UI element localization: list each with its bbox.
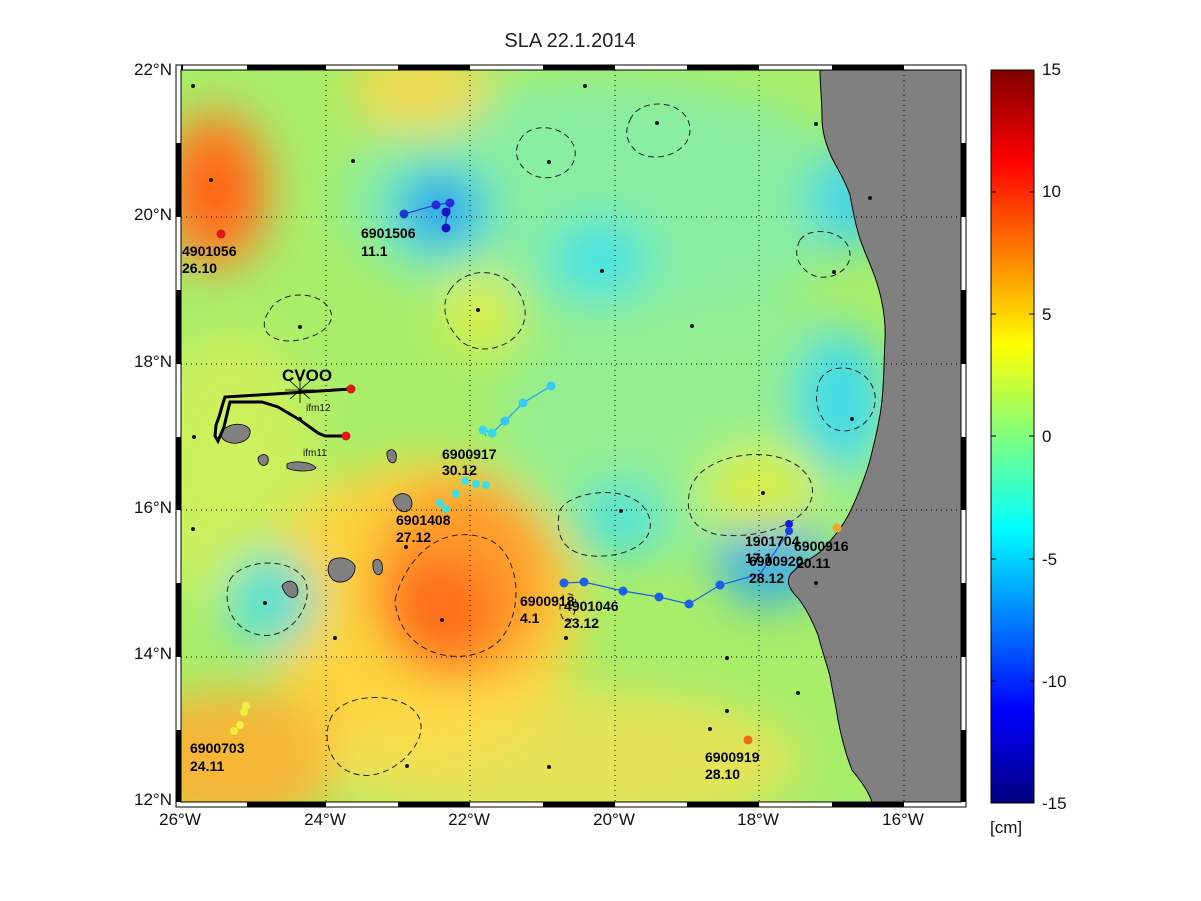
lat-label-22n: 22°N — [134, 60, 172, 79]
colorbar-tick-15: 15 — [1042, 60, 1061, 79]
float-id: 6900703 — [190, 740, 245, 756]
lon-label-16w: 16°W — [882, 810, 924, 829]
lon-label-18w: 18°W — [737, 810, 779, 829]
lat-label-12n: 12°N — [134, 790, 172, 809]
float-id: 1901704 — [745, 533, 800, 549]
mooring-label-ifm12: ifm12 — [306, 403, 331, 414]
lat-label-16n: 16°N — [134, 498, 172, 517]
float-id: 6900920 — [749, 553, 804, 569]
float-date: 28.10 — [705, 766, 740, 782]
lat-label-14n: 14°N — [134, 644, 172, 663]
lat-label-18n: 18°N — [134, 352, 172, 371]
float-date: 24.11 — [190, 758, 224, 774]
float-date: 17.1 — [745, 550, 772, 566]
float-tracks — [216, 198, 842, 745]
float-id: 6901506 — [361, 225, 416, 241]
lon-label-20w: 20°W — [593, 810, 635, 829]
graticule — [181, 70, 961, 802]
colorbar-tick-10: 10 — [1042, 182, 1061, 201]
lat-label-20n: 20°N — [134, 205, 172, 224]
map-frame — [175, 64, 967, 808]
float-id: 6901408 — [396, 512, 451, 528]
float-date: 4.1 — [520, 610, 540, 626]
float-date: 30.12 — [442, 462, 477, 478]
float-date: 28.12 — [749, 570, 784, 586]
float-date: 26.10 — [182, 260, 217, 276]
colorbar-tick-5: 5 — [1042, 305, 1052, 324]
zero-contours — [226, 103, 876, 776]
float-id: 6900916 — [794, 538, 849, 554]
figure-title: SLA 22.1.2014 — [504, 30, 636, 52]
station-label: CVOO — [282, 366, 332, 385]
float-date: 23.12 — [564, 615, 599, 631]
float-date: 20.11 — [796, 555, 830, 571]
float-id: 6900919 — [705, 749, 760, 765]
lon-label-22w: 22°W — [448, 810, 490, 829]
colorbar — [990, 69, 1035, 804]
lon-label-26w: 26°W — [159, 810, 201, 829]
float-id: 4901046 — [564, 598, 619, 614]
colorbar-tick-m15: -15 — [1042, 794, 1067, 813]
float-id: 4901056 — [182, 243, 237, 259]
mooring-label-ifm11: ifm11 — [303, 448, 327, 459]
colorbar-tick-m10: -10 — [1042, 672, 1067, 691]
float-id: 6900917 — [442, 446, 497, 462]
float-id: 6900918 — [520, 593, 575, 609]
float-date: 11.1 — [361, 243, 388, 259]
africa-landmass — [787, 70, 961, 802]
sla-field: CVOO ifm12 ifm11 4901056 26.10 6901506 1… — [181, 70, 961, 802]
float-date: 27.12 — [396, 529, 431, 545]
colorbar-tick-0: 0 — [1042, 427, 1052, 446]
lon-label-24w: 24°W — [304, 810, 346, 829]
cvoo-ship-track — [213, 377, 356, 445]
colorbar-unit: [cm] — [990, 818, 1023, 837]
colorbar-tick-m5: -5 — [1042, 550, 1058, 569]
float-labels: 4901056 26.10 6901506 11.1 6900917 30.12… — [182, 225, 849, 782]
cape-verde-islands — [220, 423, 413, 598]
